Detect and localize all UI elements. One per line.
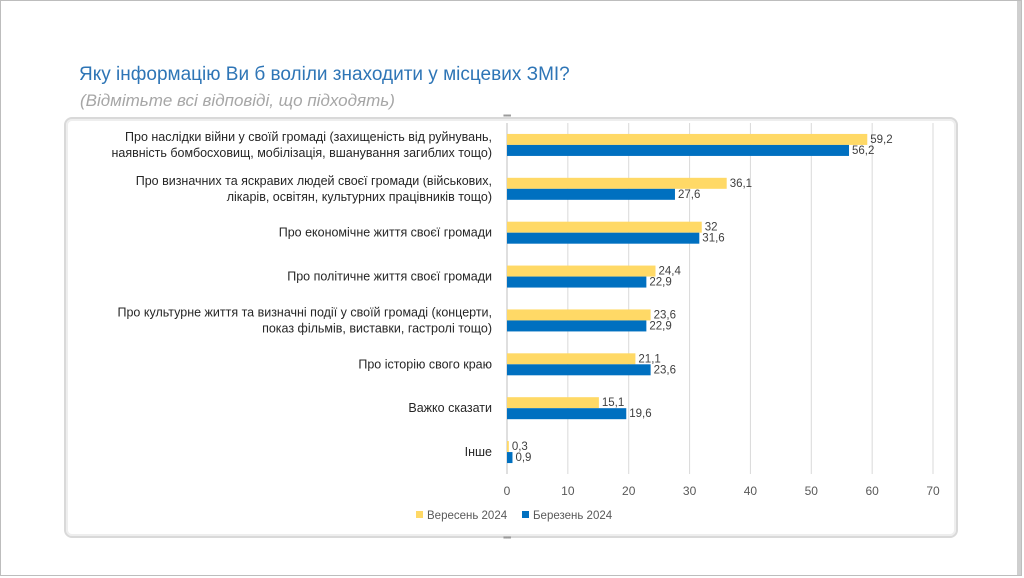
bar bbox=[507, 265, 656, 277]
legend-swatch bbox=[416, 511, 423, 518]
bar bbox=[507, 177, 727, 189]
x-tick-label: 60 bbox=[865, 484, 879, 498]
legend-label: Березень 2024 bbox=[533, 510, 613, 522]
category-label: Про економічне життя своєї громади bbox=[279, 226, 492, 240]
bar bbox=[507, 188, 675, 200]
data-label: 27,6 bbox=[678, 189, 700, 201]
bar bbox=[507, 276, 647, 288]
data-label: 32 bbox=[705, 222, 718, 234]
category-label: Про культурне життя та визначні події у … bbox=[118, 305, 493, 319]
data-label: 23,6 bbox=[654, 309, 676, 321]
data-label: 56,2 bbox=[852, 145, 874, 157]
legend-label: Вересень 2024 bbox=[427, 510, 508, 522]
category-label: Про історію свого краю bbox=[358, 357, 492, 371]
legend-swatch bbox=[522, 511, 529, 518]
bar bbox=[507, 309, 651, 321]
category-label: наявність бомбосховищ, мобілізація, вшан… bbox=[111, 146, 492, 160]
chart-container[interactable] bbox=[64, 117, 958, 538]
data-label: 15,1 bbox=[602, 397, 624, 409]
category-label: Про наслідки війни у своїй громаді (захи… bbox=[125, 130, 492, 144]
category-label: показ фільмів, виставки, гастролі тощо) bbox=[262, 321, 492, 335]
data-label: 59,2 bbox=[870, 134, 892, 146]
category-label: Важко сказати bbox=[408, 401, 492, 415]
bar bbox=[507, 144, 850, 156]
data-label: 0,9 bbox=[515, 452, 531, 464]
x-tick-label: 20 bbox=[622, 484, 636, 498]
data-label: 22,9 bbox=[649, 320, 671, 332]
resize-handle-bottom[interactable]: ▪▪▪▪ bbox=[503, 533, 511, 542]
data-label: 36,1 bbox=[730, 178, 752, 190]
bar bbox=[507, 221, 702, 233]
resize-handle-top[interactable]: ▪▪▪▪ bbox=[503, 111, 511, 120]
data-label: 23,6 bbox=[654, 364, 676, 376]
x-tick-label: 50 bbox=[805, 484, 819, 498]
data-label: 22,9 bbox=[649, 277, 671, 289]
data-label: 19,6 bbox=[629, 408, 651, 420]
bar bbox=[507, 452, 513, 464]
slide-title: Яку інформацію Ви б воліли знаходити у м… bbox=[79, 64, 570, 85]
x-tick-label: 40 bbox=[744, 484, 758, 498]
x-tick-label: 10 bbox=[561, 484, 575, 498]
data-label: 21,1 bbox=[638, 353, 660, 365]
category-label: Інше bbox=[465, 445, 492, 459]
x-tick-label: 30 bbox=[683, 484, 697, 498]
bar bbox=[507, 232, 700, 244]
bar bbox=[507, 397, 599, 409]
data-label: 31,6 bbox=[702, 233, 724, 245]
category-label: Про визначних та яскравих людей своєї гр… bbox=[136, 174, 492, 188]
category-label: Про політичне життя своєї громади bbox=[287, 270, 492, 284]
bar bbox=[507, 441, 509, 453]
x-tick-label: 70 bbox=[926, 484, 940, 498]
bar bbox=[507, 320, 647, 332]
x-tick-label: 0 bbox=[504, 484, 511, 498]
bar bbox=[507, 408, 627, 420]
slide-subtitle: (Відмітьте всі відповіді, що підходять) bbox=[80, 91, 395, 110]
bar bbox=[507, 353, 636, 365]
bar bbox=[507, 364, 651, 376]
bar bbox=[507, 133, 868, 145]
category-label: лікарів, освітян, культурних працівників… bbox=[227, 190, 492, 204]
data-label: 0,3 bbox=[512, 441, 528, 453]
data-label: 24,4 bbox=[658, 266, 681, 278]
